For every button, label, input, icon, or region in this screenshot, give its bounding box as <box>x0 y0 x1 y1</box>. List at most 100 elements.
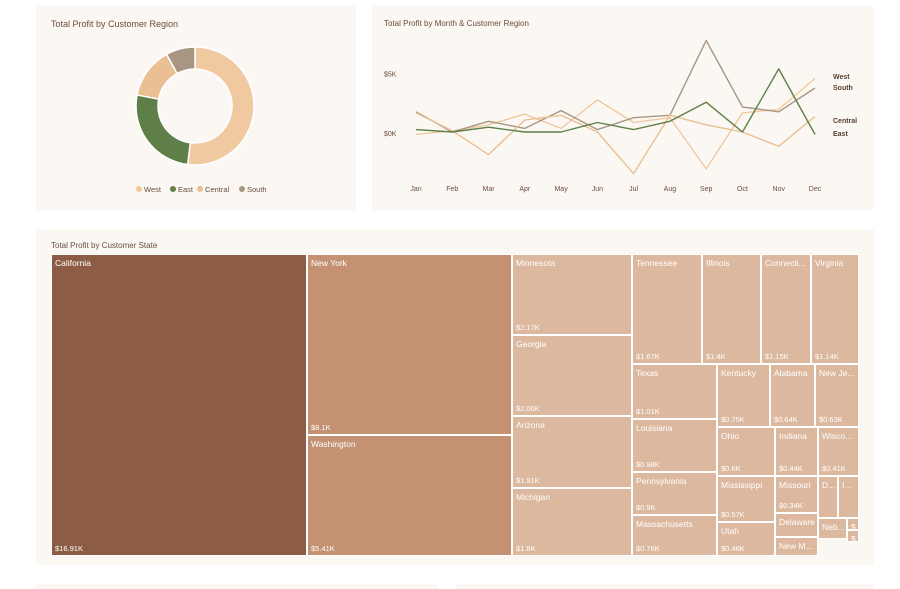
line-series-central[interactable] <box>415 112 816 175</box>
y-tick-label: $5K <box>384 72 397 79</box>
treemap-tile-value: $1.67K <box>636 352 660 361</box>
treemap-tile-neb[interactable]: Neb... <box>818 518 847 539</box>
treemap-tile-name: New M... <box>779 541 813 551</box>
legend-label-central[interactable]: Central <box>205 185 230 194</box>
treemap-tile-name: $ <box>851 534 856 542</box>
donut-slice-west[interactable] <box>186 46 255 166</box>
treemap-tile-mississippi[interactable]: Mississippi $0.57K <box>717 476 775 522</box>
treemap-tile-value: $2.06K <box>516 404 540 413</box>
treemap-tile-[interactable]: $... <box>847 518 859 530</box>
treemap-tile-value: $1.91K <box>516 476 540 485</box>
line-series-south[interactable] <box>415 39 816 133</box>
treemap-tile-wisco[interactable]: Wisco... $0.41K <box>818 427 859 476</box>
treemap-tile-value: $0.41K <box>822 464 846 473</box>
x-tick-label-dec: Dec <box>809 186 822 193</box>
treemap-tile-name: Arizona <box>516 420 545 430</box>
treemap-tile-name: Georgia <box>516 339 547 349</box>
treemap-tile-name: D... <box>822 480 836 490</box>
treemap-tile-indiana[interactable]: Indiana $0.44K <box>775 427 818 476</box>
series-end-label-central: Central <box>833 118 857 125</box>
line-series-west[interactable] <box>415 77 816 170</box>
treemap-tile-utah[interactable]: Utah $0.46K <box>717 522 775 556</box>
treemap-title: Total Profit by Customer State <box>51 241 158 250</box>
treemap-tile-ohio[interactable]: Ohio $0.6K <box>717 427 775 476</box>
treemap-tile-name: Louisiana <box>636 423 673 433</box>
treemap-tile-name: Delaware <box>779 517 815 527</box>
treemap-tile-name: Kentucky <box>721 368 756 378</box>
bottom-right-card <box>456 584 874 589</box>
treemap-tile-new-m[interactable]: New M... <box>775 537 818 556</box>
series-end-label-east: East <box>833 131 848 138</box>
treemap-tile-alabama[interactable]: Alabama $0.64K <box>770 364 815 427</box>
treemap-tile-name: Neb... <box>822 522 845 532</box>
treemap-tile-pennsylvania[interactable]: Pennsylvania $0.9K <box>632 472 717 515</box>
treemap-tile-name: Michigan <box>516 492 551 502</box>
treemap-tile-name: I... <box>842 480 852 490</box>
series-end-label-west: West <box>833 74 850 81</box>
legend-marker-south <box>239 186 245 192</box>
treemap-tile-name: Tennessee <box>636 258 678 268</box>
treemap-tile-arizona[interactable]: Arizona $1.91K <box>512 416 632 488</box>
treemap-tile-value: $0.6K <box>721 464 741 473</box>
treemap-tile-massachusetts[interactable]: Massachusetts $0.76K <box>632 515 717 556</box>
x-tick-label-jul: Jul <box>629 186 638 193</box>
treemap-tile-name: Ohio <box>721 431 739 441</box>
treemap-tile-value: $1.8K <box>516 544 536 553</box>
treemap-tile-value: $2.17K <box>516 323 540 332</box>
line-series-east[interactable] <box>415 68 816 135</box>
treemap-tile-name: $... <box>851 522 859 530</box>
treemap-tile-connecti[interactable]: Connecti... $1.15K <box>761 254 811 364</box>
treemap-tile-value: $5.41K <box>311 544 335 553</box>
legend-label-east[interactable]: East <box>178 185 194 194</box>
treemap-tile-virginia[interactable]: Virginia $1.14K <box>811 254 859 364</box>
treemap-tile-minnesota[interactable]: Minnesota $2.17K <box>512 254 632 335</box>
x-tick-label-oct: Oct <box>737 186 748 193</box>
y-tick-label: $0K <box>384 131 397 138</box>
treemap-tile-new-york[interactable]: New York $8.1K <box>307 254 512 435</box>
treemap-tile-kentucky[interactable]: Kentucky $0.75K <box>717 364 770 427</box>
treemap-tile-i[interactable]: I... <box>838 476 859 518</box>
legend-label-west[interactable]: West <box>144 185 162 194</box>
treemap-tile-value: $0.34K <box>779 501 803 510</box>
treemap-tile-georgia[interactable]: Georgia $2.06K <box>512 335 632 416</box>
treemap-tile-value: $0.46K <box>721 544 745 553</box>
treemap-tile-delaware[interactable]: Delaware <box>775 513 818 537</box>
treemap-tile-d[interactable]: D... <box>818 476 838 518</box>
treemap-tile-missouri[interactable]: Missouri $0.34K <box>775 476 818 513</box>
treemap-tile-washington[interactable]: Washington $5.41K <box>307 435 512 556</box>
treemap-tile-louisiana[interactable]: Louisiana $0.98K <box>632 419 717 472</box>
treemap-tile-value: $0.44K <box>779 464 803 473</box>
treemap-tile-texas[interactable]: Texas $1.01K <box>632 364 717 419</box>
region-donut-chart[interactable]: West East Central South <box>36 6 356 210</box>
series-end-label-south: South <box>833 85 853 92</box>
x-tick-label-sep: Sep <box>700 186 713 193</box>
treemap-tile-[interactable]: $ <box>847 530 859 542</box>
treemap-tile-value: $0.64K <box>774 415 798 424</box>
x-tick-label-may: May <box>554 186 568 193</box>
treemap-tile-value: $1.14K <box>815 352 839 361</box>
x-tick-label-nov: Nov <box>773 186 786 193</box>
line-title: Total Profit by Month & Customer Region <box>384 19 529 28</box>
treemap-tile-california[interactable]: California $16.91K <box>51 254 307 556</box>
treemap-tile-name: New Je... <box>819 368 855 378</box>
treemap-tile-illinois[interactable]: Illinois $1.4K <box>702 254 761 364</box>
donut-title: Total Profit by Customer Region <box>51 19 179 29</box>
treemap-tile-michigan[interactable]: Michigan $1.8K <box>512 488 632 556</box>
donut-slice-south[interactable] <box>165 46 196 75</box>
treemap-tile-name: Pennsylvania <box>636 476 687 486</box>
donut-slice-east[interactable] <box>135 94 192 166</box>
treemap-tile-value: $0.98K <box>636 460 660 469</box>
treemap-tile-value: $1.15K <box>765 352 789 361</box>
x-tick-label-jan: Jan <box>410 186 421 193</box>
treemap-tile-value: $1.4K <box>706 352 726 361</box>
treemap-tile-name: Missouri <box>779 480 811 490</box>
treemap-tile-tennessee[interactable]: Tennessee $1.67K <box>632 254 702 364</box>
treemap-tile-value: $0.63K <box>819 415 843 424</box>
treemap-tile-name: Utah <box>721 526 739 536</box>
month-line-chart[interactable]: $5K $0K Jan Feb Mar Apr May Jun Jul Aug Sep Oct Nov D… <box>372 6 874 210</box>
legend-marker-central <box>197 186 203 192</box>
legend-label-south[interactable]: South <box>247 185 267 194</box>
treemap-tile-name: Texas <box>636 368 659 378</box>
treemap-tile-new-je[interactable]: New Je... $0.63K <box>815 364 859 427</box>
treemap-tile-name: Indiana <box>779 431 807 441</box>
